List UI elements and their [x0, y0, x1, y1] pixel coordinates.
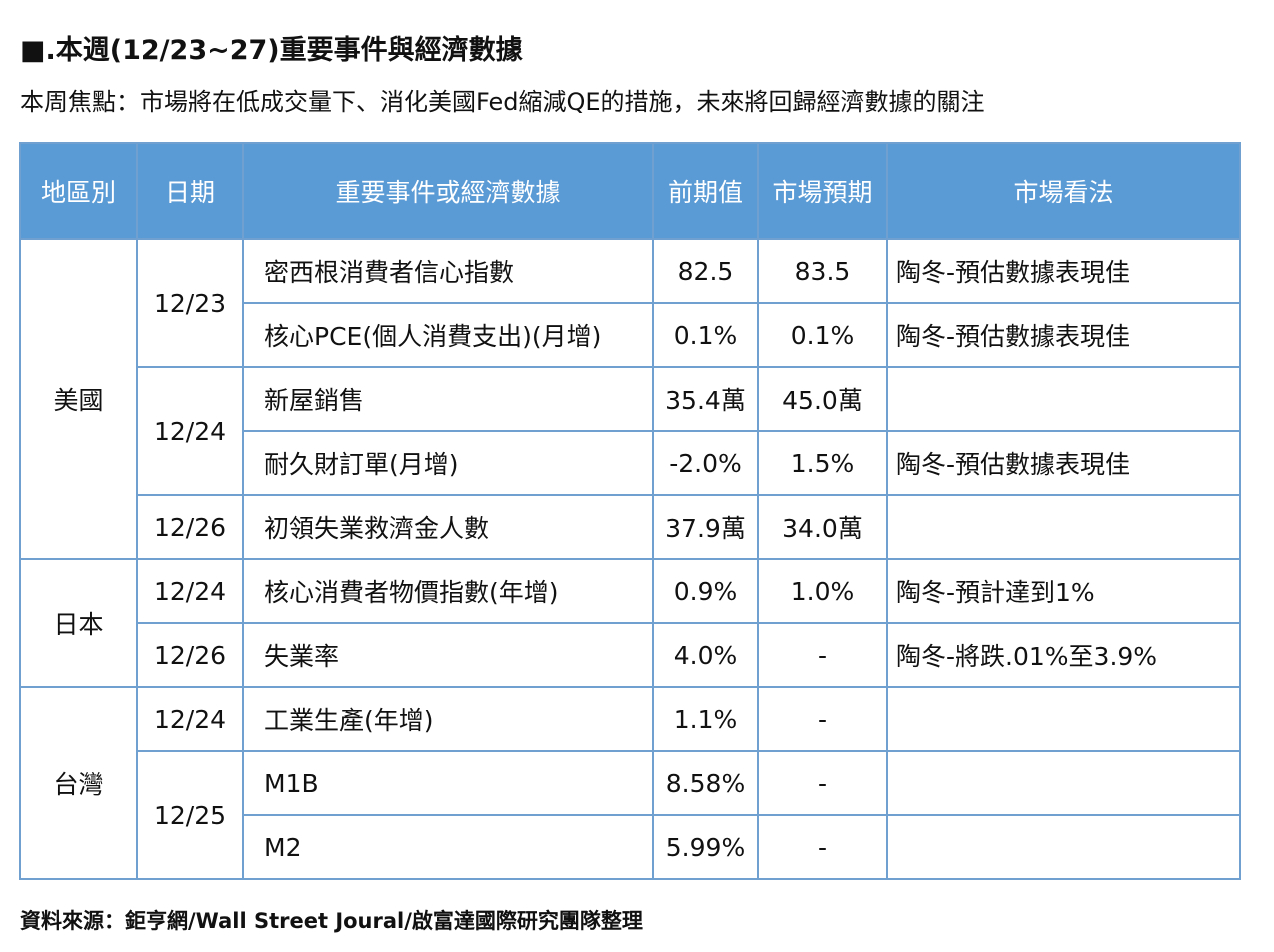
date-cell: 12/23 [136, 238, 244, 368]
expected-cell: 0.1% [757, 302, 888, 368]
header-region: 地區別 [19, 142, 138, 240]
expected-cell: 34.0萬 [757, 494, 888, 560]
date-cell: 12/24 [136, 558, 244, 624]
event-cell: 失業率 [242, 622, 654, 688]
table-row: 耐久財訂單(月增) -2.0% 1.5% 陶冬-預估數據表現佳 [20, 430, 1241, 496]
event-cell: 工業生產(年增) [242, 686, 654, 752]
event-cell: M1B [242, 750, 654, 816]
date-cell: 12/24 [136, 366, 244, 496]
prev-cell: 35.4萬 [652, 366, 759, 432]
event-cell: 核心消費者物價指數(年增) [242, 558, 654, 624]
expected-cell: 1.0% [757, 558, 888, 624]
prev-cell: 37.9萬 [652, 494, 759, 560]
event-cell: 耐久財訂單(月增) [242, 430, 654, 496]
header-expected: 市場預期 [757, 142, 888, 240]
view-cell: 陶冬-預估數據表現佳 [886, 302, 1241, 368]
header-date: 日期 [136, 142, 244, 240]
page-subtitle: 本周焦點：市場將在低成交量下、消化美國Fed縮減QE的措施，未來將回歸經濟數據的… [20, 88, 985, 116]
view-cell: 陶冬-預估數據表現佳 [886, 430, 1241, 496]
prev-cell: 8.58% [652, 750, 759, 816]
prev-cell: 0.9% [652, 558, 759, 624]
table-row: 12/25 M1B 8.58% - [20, 750, 1241, 880]
view-cell [886, 494, 1241, 560]
prev-cell: -2.0% [652, 430, 759, 496]
header-view: 市場看法 [886, 142, 1241, 240]
view-cell [886, 366, 1241, 432]
view-cell: 陶冬-將跌.01%至3.9% [886, 622, 1241, 688]
expected-cell: 45.0萬 [757, 366, 888, 432]
table-row: 12/26 失業率 4.0% - 陶冬-將跌.01%至3.9% [20, 622, 1241, 688]
view-cell [886, 750, 1241, 816]
page-title: ■.本週(12/23~27)重要事件與經濟數據 [20, 35, 523, 66]
region-cell: 日本 [19, 558, 138, 688]
header-prev: 前期值 [652, 142, 759, 240]
view-cell: 陶冬-預估數據表現佳 [886, 238, 1241, 304]
region-cell: 台灣 [19, 686, 138, 880]
header-event: 重要事件或經濟數據 [242, 142, 654, 240]
table-header-row: 地區別 日期 重要事件或經濟數據 前期值 市場預期 市場看法 [19, 142, 1241, 240]
view-cell: 陶冬-預計達到1% [886, 558, 1241, 624]
events-table: 地區別 日期 重要事件或經濟數據 前期值 市場預期 市場看法 美國 12/23 … [19, 142, 1241, 880]
date-cell: 12/26 [136, 622, 244, 688]
date-cell: 12/24 [136, 686, 244, 752]
prev-cell: 4.0% [652, 622, 759, 688]
region-cell: 美國 [19, 238, 138, 560]
date-cell: 12/26 [136, 494, 244, 560]
event-cell: 密西根消費者信心指數 [242, 238, 654, 304]
prev-cell: 1.1% [652, 686, 759, 752]
expected-cell: - [757, 750, 888, 816]
expected-cell: - [757, 686, 888, 752]
event-cell: 初領失業救濟金人數 [242, 494, 654, 560]
prev-cell: 82.5 [652, 238, 759, 304]
table-row: 日本 12/24 核心消費者物價指數(年增) 0.9% 1.0% 陶冬-預計達到… [19, 558, 1241, 688]
table-row: 美國 12/23 密西根消費者信心指數 82.5 83.5 陶冬-預估數據表現佳 [19, 238, 1241, 560]
date-cell: 12/25 [136, 750, 244, 880]
table-row: 12/24 新屋銷售 35.4萬 45.0萬 [20, 366, 1241, 496]
view-cell [886, 814, 1241, 880]
event-cell: 核心PCE(個人消費支出)(月增) [242, 302, 654, 368]
table-row: 核心PCE(個人消費支出)(月增) 0.1% 0.1% 陶冬-預估數據表現佳 [20, 302, 1241, 368]
prev-cell: 5.99% [652, 814, 759, 880]
source-note: 資料來源：鉅亨網/Wall Street Joural/啟富達國際研究團隊整理 [20, 909, 643, 933]
expected-cell: - [757, 622, 888, 688]
event-cell: 新屋銷售 [242, 366, 654, 432]
view-cell [886, 686, 1241, 752]
expected-cell: 1.5% [757, 430, 888, 496]
event-cell: M2 [242, 814, 654, 880]
expected-cell: - [757, 814, 888, 880]
table-row: 台灣 12/24 工業生產(年增) 1.1% - [19, 686, 1241, 880]
table-row: 12/26 初領失業救濟金人數 37.9萬 34.0萬 [20, 494, 1241, 560]
prev-cell: 0.1% [652, 302, 759, 368]
table-row: M2 5.99% - [20, 814, 1241, 880]
expected-cell: 83.5 [757, 238, 888, 304]
